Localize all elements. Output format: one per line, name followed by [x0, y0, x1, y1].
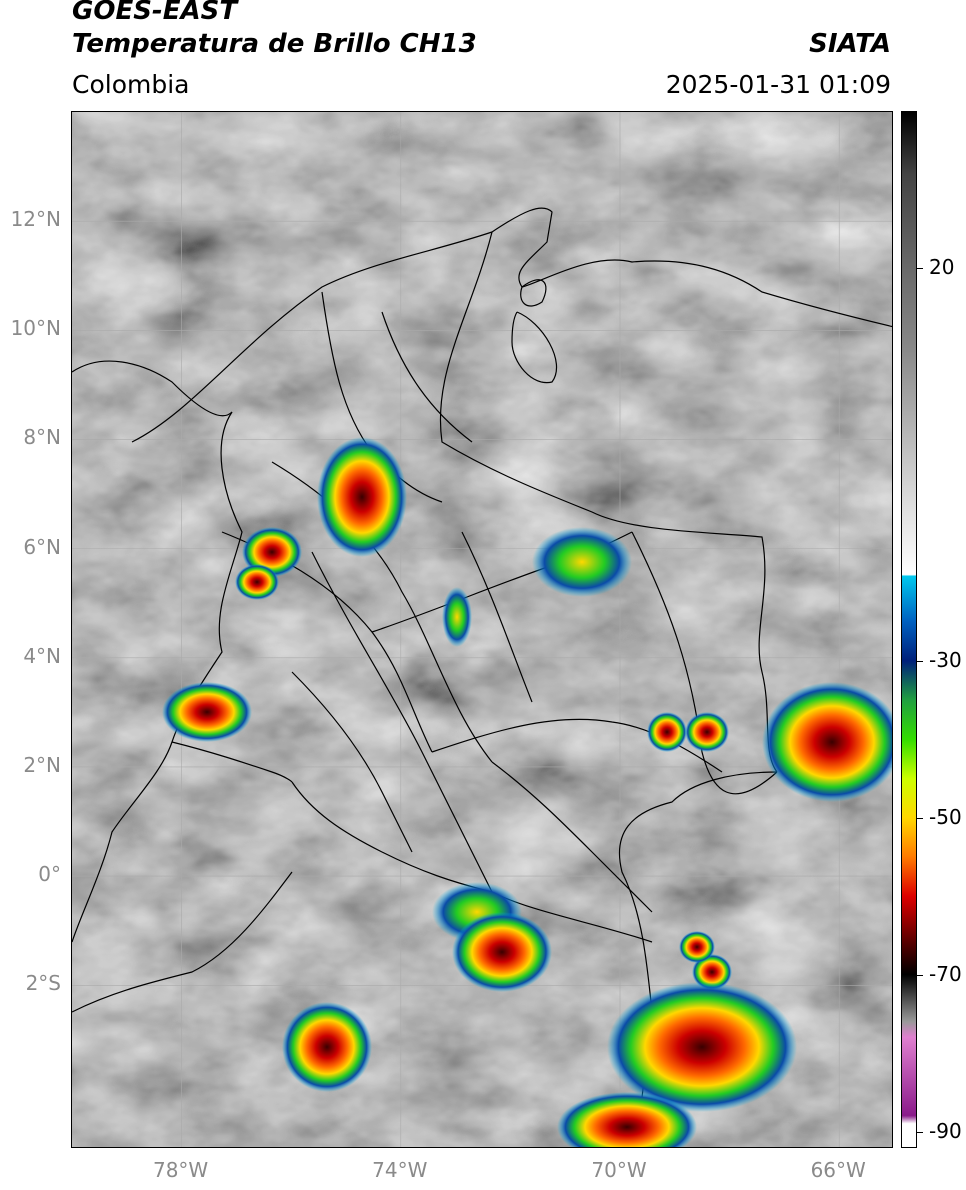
storm-cell [162, 682, 252, 742]
storm-cell [442, 587, 472, 647]
storm-cell [532, 527, 632, 597]
panama-border [72, 360, 233, 417]
colorbar-label: -30 [929, 647, 962, 672]
colorbar-label: 20 [929, 255, 955, 280]
colombia-peru-border [291, 781, 653, 943]
storm-cell [282, 1002, 372, 1092]
internal-dept-5 [311, 551, 493, 893]
guajira-peninsula [520, 279, 547, 307]
caribbean-coast [131, 207, 892, 443]
lat-label: 12°N [10, 207, 61, 232]
lon-label: 66°W [810, 1158, 866, 1182]
lon-label: 74°W [372, 1158, 428, 1182]
internal-dept-9 [291, 671, 413, 853]
storm-cell [679, 931, 715, 963]
satellite-map[interactable] [71, 111, 893, 1148]
colombia-venezuela-border [439, 231, 778, 773]
storm-cell [317, 437, 407, 557]
colorbar-tick [917, 975, 923, 977]
storm-cell [235, 564, 279, 600]
colombia-ecuador-border [171, 741, 293, 783]
ecuador-peru-border [72, 871, 293, 1013]
storm-cell [607, 982, 797, 1112]
colorbar-tick [917, 818, 923, 820]
colorbar-label: -50 [929, 805, 962, 830]
storm-cell [452, 912, 552, 992]
maracaibo-lake [511, 311, 558, 384]
colorbar-tick [917, 1132, 923, 1134]
lon-label: 70°W [591, 1158, 647, 1182]
lat-label: 0° [38, 862, 61, 887]
title-main: GOES-EAST [72, 0, 238, 26]
datetime-label: 2025-01-31 01:09 [665, 70, 891, 99]
lat-label: 10°N [10, 316, 61, 341]
colorbar-label: -90 [929, 1119, 962, 1144]
colorbar-tick [917, 660, 923, 662]
convective-storms [162, 437, 892, 1147]
colorbar-tick [917, 268, 923, 270]
internal-dept-10 [461, 531, 533, 703]
lon-label: 78°W [152, 1158, 209, 1182]
lat-label: 8°N [23, 425, 61, 450]
title-subtitle: Temperatura de Brillo CH13 [72, 29, 477, 59]
storm-cell [685, 712, 729, 752]
cloud-texture [72, 112, 892, 1147]
internal-dept-7 [491, 761, 653, 913]
region-label: Colombia [72, 70, 190, 99]
colorbar-label: -70 [929, 962, 962, 987]
organization-label: SIATA [809, 29, 891, 59]
storm-cell [557, 1092, 697, 1147]
storm-cell [692, 954, 732, 990]
lat-label: 4°N [23, 643, 61, 668]
lat-label: 2°S [25, 971, 61, 996]
storm-cell [647, 712, 687, 752]
map-gridlines [72, 112, 892, 1147]
lat-label: 6°N [23, 534, 61, 559]
internal-dept-6 [431, 718, 723, 773]
lat-label: 2°N [23, 752, 61, 777]
internal-dept-4 [381, 311, 473, 443]
temperature-colorbar [901, 111, 917, 1148]
map-canvas [72, 112, 892, 1147]
storm-cell [762, 682, 892, 802]
